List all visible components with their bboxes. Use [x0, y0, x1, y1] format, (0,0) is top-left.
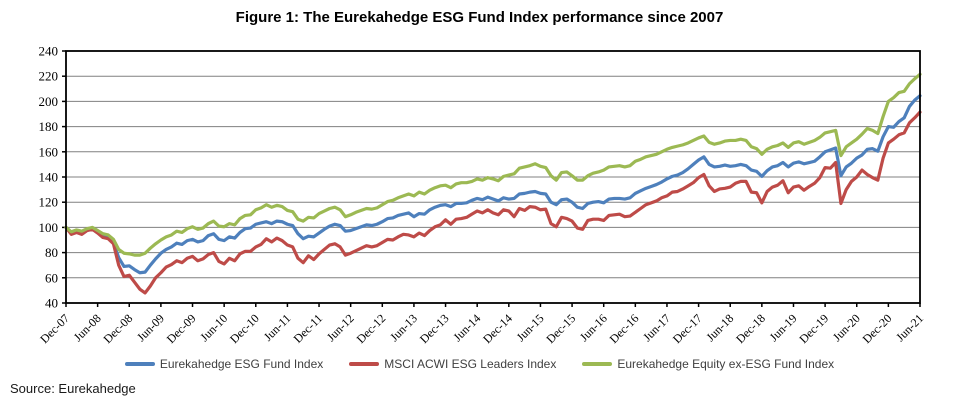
- x-tick-label: Dec-11: [291, 311, 326, 346]
- y-tick-label: 60: [45, 270, 58, 285]
- chart-title: Figure 1: The Eurekahedge ESG Fund Index…: [235, 9, 724, 26]
- y-tick-label: 200: [39, 94, 59, 109]
- blue-line-swatch-icon: [124, 362, 155, 366]
- x-tick-label: Jun-16: [577, 311, 610, 344]
- x-tick-label: Dec-10: [227, 311, 262, 346]
- y-tick-label: 180: [39, 119, 59, 134]
- y-tick-label: 160: [39, 144, 59, 159]
- x-tick-label: Jun-13: [387, 311, 420, 344]
- series-line-msci-acwi-esg-leaders-index: [64, 110, 922, 295]
- x-tick-label: Jun-14: [450, 311, 483, 344]
- x-tick-label: Dec-17: [670, 311, 705, 346]
- x-tick-label: Dec-19: [796, 311, 831, 346]
- x-tick-label: Dec-12: [354, 311, 389, 346]
- x-tick-label: Dec-18: [733, 311, 768, 346]
- x-tick-label: Jun-21: [893, 311, 926, 344]
- legend-label: Eurekahedge ESG Fund Index: [159, 357, 324, 371]
- line-chart: 406080100120140160180200220240Dec-07Jun-…: [37, 44, 926, 347]
- x-tick-label: Jun-18: [703, 311, 736, 344]
- legend-label: MSCI ACWI ESG Leaders Index: [384, 357, 557, 371]
- x-tick-label: Dec-14: [480, 311, 515, 346]
- y-tick-label: 140: [39, 170, 59, 185]
- x-tick-label: Jun-15: [514, 311, 547, 344]
- x-tick-label: Jun-20: [830, 311, 863, 344]
- red-line-swatch-icon: [349, 362, 380, 366]
- x-tick-label: Jun-19: [767, 311, 800, 344]
- legend-item-msci-acwi: MSCI ACWI ESG Leaders Index: [349, 357, 556, 371]
- legend-item-ex-esg-fund-index: Eurekahedge Equity ex-ESG Fund Index: [582, 357, 834, 371]
- plot-border: [65, 50, 921, 304]
- source-label: Source: Eurekahedge: [10, 381, 136, 396]
- legend-label: Eurekahedge Equity ex-ESG Fund Index: [617, 357, 835, 371]
- x-tick-label: Jun-10: [197, 311, 230, 344]
- legend-item-esg-fund-index: Eurekahedge ESG Fund Index: [124, 357, 324, 371]
- chart-legend: Eurekahedge ESG Fund Index MSCI ACWI ESG…: [0, 357, 959, 371]
- x-tick-label: Jun-11: [261, 311, 294, 344]
- y-tick-label: 80: [45, 245, 58, 260]
- y-tick-label: 40: [45, 296, 58, 311]
- y-tick-label: 100: [39, 220, 59, 235]
- y-tick-label: 240: [39, 44, 59, 59]
- x-tick-label: Jun-12: [324, 311, 357, 344]
- series-line-eurekahedge-equity-ex-esg-fund-index: [64, 72, 922, 257]
- y-tick-label: 120: [39, 195, 59, 210]
- x-tick-label: Dec-20: [860, 311, 895, 346]
- x-tick-label: Dec-09: [164, 311, 199, 346]
- x-tick-label: Jun-09: [134, 311, 167, 344]
- x-tick-label: Dec-08: [101, 311, 136, 346]
- x-tick-label: Dec-07: [37, 311, 72, 346]
- x-tick-label: Jun-08: [71, 311, 104, 344]
- y-tick-label: 220: [39, 69, 59, 84]
- green-line-swatch-icon: [582, 362, 613, 366]
- x-tick-label: Dec-15: [543, 311, 578, 346]
- series-line-eurekahedge-esg-fund-index: [64, 94, 922, 275]
- x-tick-label: Jun-17: [640, 311, 673, 344]
- x-tick-label: Dec-13: [417, 311, 452, 346]
- x-tick-label: Dec-16: [607, 311, 642, 346]
